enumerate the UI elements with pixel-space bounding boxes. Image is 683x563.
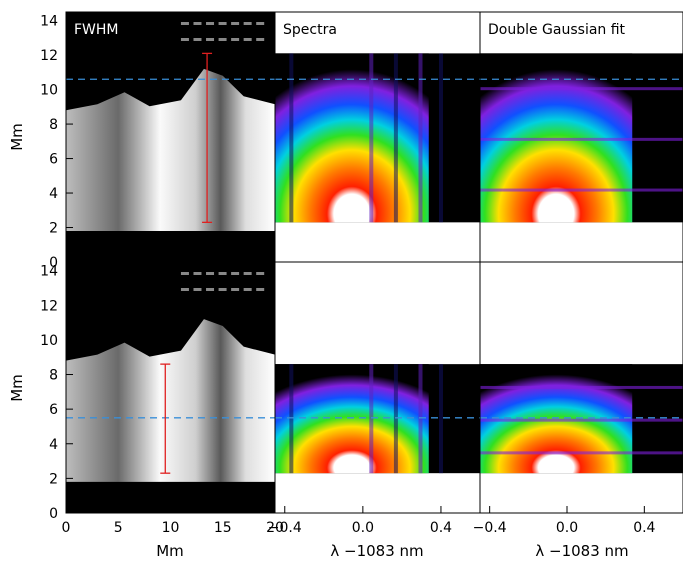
fit-band: [480, 385, 683, 389]
y-tick-label: 14: [40, 264, 58, 280]
fwhm-speckle: [193, 38, 202, 41]
fwhm-speckle: [256, 22, 265, 25]
fit-band: [480, 87, 683, 91]
y-tick-label: 4: [49, 186, 58, 202]
spectra-streak: [369, 53, 374, 223]
fwhm-speckle: [180, 22, 189, 25]
fwhm-speckle: [243, 272, 252, 275]
fwhm-structure: [66, 68, 275, 231]
x-tick-label: 0.4: [633, 520, 655, 536]
y-tick-label: 6: [49, 152, 58, 168]
y-tick-label: 12: [40, 298, 58, 314]
fit-band: [480, 451, 683, 455]
fwhm-speckle: [243, 288, 252, 291]
y-tick-label: 10: [40, 83, 58, 99]
spectra-streak: [393, 53, 398, 223]
fwhm-speckle: [243, 38, 252, 41]
x-tick-label: 0: [62, 520, 71, 536]
y-tick-label: 8: [49, 368, 58, 384]
spectra-streak: [393, 364, 398, 474]
y-tick-label: 6: [49, 402, 58, 418]
spectra-streak: [289, 53, 294, 223]
panel-bottom-middle: [274, 261, 481, 514]
fwhm-speckle: [256, 38, 265, 41]
panel-bottom-right: [479, 261, 683, 514]
y-tick-label: 10: [40, 333, 58, 349]
y-tick-label: 8: [49, 117, 58, 133]
fwhm-speckle: [206, 22, 215, 25]
spectra-streak: [439, 53, 443, 223]
fwhm-speckle: [218, 288, 227, 291]
x-tick-label: 10: [162, 520, 180, 536]
fwhm-structure: [66, 319, 275, 482]
fwhm-speckle: [180, 272, 189, 275]
fwhm-speckle: [206, 288, 215, 291]
panel-frame: [479, 261, 683, 514]
panel-title: Double Gaussian fit: [488, 22, 626, 38]
fwhm-speckle: [193, 22, 202, 25]
fwhm-speckle: [256, 288, 265, 291]
fwhm-speckle: [231, 288, 240, 291]
x-tick-label: 20: [266, 520, 284, 536]
fwhm-speckle: [243, 22, 252, 25]
x-tick-label: 0.0: [556, 520, 578, 536]
panel-title: FWHM: [74, 22, 119, 38]
fwhm-speckle: [218, 22, 227, 25]
y-axis-label-top: Mm: [8, 123, 26, 151]
fwhm-speckle: [206, 272, 215, 275]
x-tick-label: 5: [114, 520, 123, 536]
y-tick-label: 14: [40, 14, 58, 30]
fwhm-speckle: [193, 272, 202, 275]
panel-title: Spectra: [283, 22, 337, 38]
fwhm-speckle: [218, 272, 227, 275]
fit-band: [480, 188, 683, 192]
spectra-streak: [439, 364, 443, 474]
x-axis-label-right: λ −1083 nm: [535, 542, 628, 560]
x-tick-label: −0.4: [268, 520, 302, 536]
fit-band: [480, 137, 683, 141]
x-axis-label-middle: λ −1083 nm: [330, 542, 423, 560]
panel-top-right: Double Gaussian fit: [479, 11, 683, 263]
x-axis-label-left: Mm: [156, 542, 184, 560]
fwhm-speckle: [231, 22, 240, 25]
y-tick-label: 0: [49, 255, 58, 271]
x-tick-label: 0.4: [430, 520, 452, 536]
y-tick-label: 12: [40, 48, 58, 64]
x-tick-label: 0.0: [352, 520, 374, 536]
spectra-emission: [275, 53, 429, 223]
y-tick-label: 2: [49, 221, 58, 237]
fwhm-speckle: [231, 38, 240, 41]
panel-top-middle: Spectra: [274, 11, 481, 263]
spectra-streak: [418, 53, 423, 223]
x-tick-label: 15: [214, 520, 232, 536]
spectra-streak: [369, 364, 374, 474]
fit-band: [480, 418, 683, 422]
y-axis-label-bottom: Mm: [8, 374, 26, 402]
spectra-streak: [289, 364, 294, 474]
fwhm-speckle: [193, 288, 202, 291]
y-tick-label: 4: [49, 437, 58, 453]
fwhm-speckle: [231, 272, 240, 275]
panel-bottom-left: [65, 261, 276, 514]
spectra-streak: [418, 364, 423, 474]
panel-top-left: FWHM: [65, 11, 276, 263]
fwhm-speckle: [180, 38, 189, 41]
spectra-emission: [275, 364, 429, 474]
y-tick-label: 2: [49, 471, 58, 487]
spectra-emission: [480, 53, 633, 223]
fwhm-speckle: [218, 38, 227, 41]
fwhm-speckle: [180, 288, 189, 291]
x-tick-label: −0.4: [473, 520, 507, 536]
fwhm-speckle: [256, 272, 265, 275]
fwhm-speckle: [206, 38, 215, 41]
y-tick-label: 0: [49, 506, 58, 522]
